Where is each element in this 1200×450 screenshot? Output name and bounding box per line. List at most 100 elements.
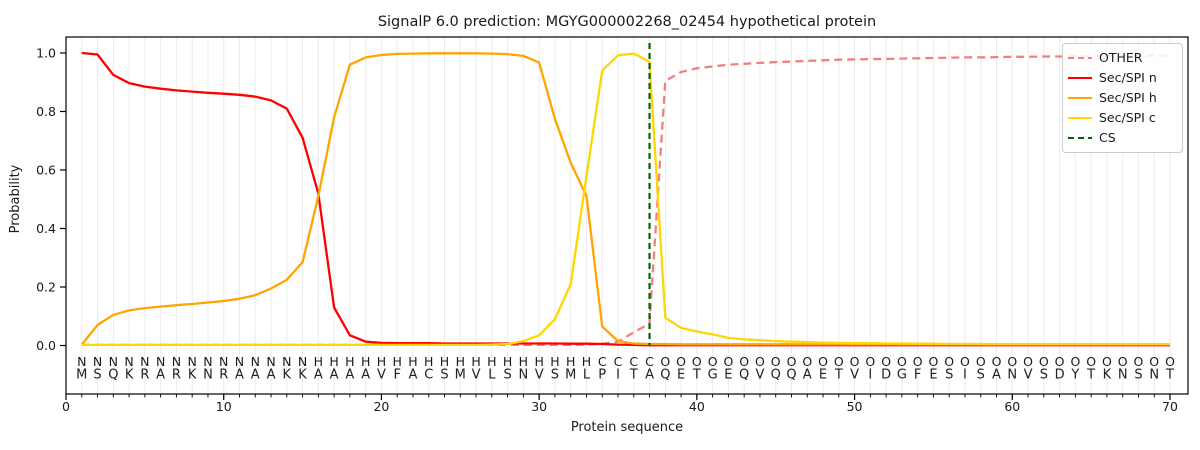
sequence-letter: K [283,368,292,383]
region-letter: H [329,354,338,369]
legend-line-sample [1068,96,1092,100]
sequence-letter: N [203,368,213,383]
legend-label: Sec/SPI n [1099,69,1157,85]
region-letter: O [834,354,844,369]
y-tick-label: 0.8 [36,104,56,119]
sequence-letter: Q [108,368,118,383]
legend-item-sec-spi-n: Sec/SPI n [1068,68,1178,88]
y-tick-label: 1.0 [36,46,56,61]
sequence-letter: K [188,368,197,383]
region-letter: H [424,354,433,369]
sequence-letter: D [1055,368,1065,383]
gridlines [81,37,1171,394]
sequence-letter: V [377,368,386,383]
legend-line-sample [1068,76,1092,80]
region-letter: O [660,354,670,369]
region-letter: N [251,354,260,369]
sequence-letter: S [440,368,448,383]
sequence-letter: A [314,368,323,383]
sequence-letter: L [583,368,591,383]
sequence-letter: I [616,368,620,383]
sequence-letter: K [125,368,134,383]
sequence-letter: S [945,368,953,383]
region-letter: N [187,354,196,369]
x-tick-label: 40 [689,399,705,414]
axes-spines [65,36,1189,395]
y-axis-label: Probability [8,164,23,233]
region-letter: H [487,354,496,369]
region-letter: O [676,354,686,369]
sequence-letter: S [977,368,985,383]
region-letter: O [818,354,828,369]
sequence-letter: S [1040,368,1048,383]
sequence-letter: E [819,368,827,383]
region-letter: N [93,354,102,369]
x-tick-label: 30 [531,399,547,414]
sequence-letter: M [76,368,87,383]
region-letter: O [1134,354,1144,369]
sequence-letter: A [409,368,418,383]
y-tick-label: 0.4 [36,221,56,236]
sequence-letter: S [1134,368,1142,383]
region-letter: O [960,354,970,369]
sequence-letter: I [868,368,872,383]
sequence-letter: R [140,368,149,383]
sequence-letter: D [881,368,891,383]
y-tick-label: 0.6 [36,163,56,178]
region-letter: O [1023,354,1033,369]
region-letter: N [282,354,291,369]
region-letter: N [109,354,118,369]
region-letter: H [550,354,559,369]
sequence-letter: A [156,368,165,383]
region-letter: O [755,354,765,369]
sequence-letter: V [535,368,544,383]
sequence-letter: S [503,368,511,383]
region-letter: H [471,354,480,369]
region-letter: O [897,354,907,369]
region-letter: C [645,354,654,369]
region-letter: O [771,354,781,369]
sequence-letter: A [645,368,654,383]
sequence-letter: A [803,368,812,383]
sequence-letter: N [519,368,529,383]
sequence-letter: E [929,368,937,383]
sequence-letter: T [1165,368,1174,383]
region-letter: H [503,354,512,369]
region-letter: O [1086,354,1096,369]
legend-line-sample [1068,56,1092,60]
sequence-letter: Q [660,368,670,383]
sequence-letter: K [1103,368,1112,383]
x-tick-label: 0 [62,399,70,414]
region-letter: N [235,354,244,369]
tick-labels: 0.0 0.2 0.4 0.6 0.8 1.0 0 10 20 30 40 50 60 70 [36,46,1178,415]
x-tick-label: 50 [847,399,863,414]
region-letter: H [408,354,417,369]
x-axis-label: Protein sequence [571,420,683,435]
region-letter: O [692,354,702,369]
sequence-letter: F [914,368,921,383]
legend-item-sec-spi-h: Sec/SPI h [1068,88,1178,108]
region-letter: C [614,354,623,369]
region-letter: N [172,354,181,369]
sequence-letter: I [963,368,967,383]
legend-item-other: OTHER [1068,48,1178,68]
series-sec-spi-n [81,51,1170,347]
legend-label: OTHER [1099,49,1143,65]
region-letter: O [1039,354,1049,369]
sequence-letter: A [330,368,339,383]
chart-title: SignalP 6.0 prediction: MGYG000002268_02… [378,14,876,30]
sequence-letter: L [488,368,496,383]
region-letter: O [1102,354,1112,369]
region-letter: H [582,354,591,369]
region-letter: O [976,354,986,369]
region-letter: O [850,354,860,369]
sequence-letter: N [1007,368,1017,383]
legend-label: Sec/SPI c [1099,109,1156,125]
region-letter: N [77,354,86,369]
sequence-letter: V [1024,368,1033,383]
region-letter: O [944,354,954,369]
region-letter: O [1118,354,1128,369]
sequence-letter: A [345,368,354,383]
